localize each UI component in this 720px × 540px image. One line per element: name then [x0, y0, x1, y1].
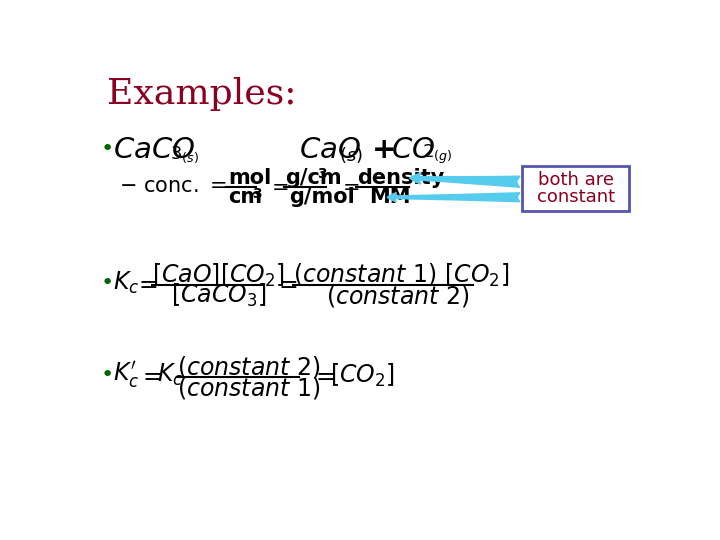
Text: $K_c$: $K_c$	[157, 362, 183, 388]
Text: g/cm: g/cm	[285, 168, 342, 188]
Text: $(constant\ 1)$: $(constant\ 1)$	[177, 375, 320, 401]
Text: density: density	[357, 168, 445, 188]
Text: both are: both are	[538, 171, 614, 190]
Text: Examples:: Examples:	[107, 77, 297, 111]
Text: $-$ conc. $=$: $-$ conc. $=$	[120, 177, 228, 197]
Text: g/mol: g/mol	[289, 187, 355, 207]
Text: $\mathbf{\mathit{(s)}}$: $\mathbf{\mathit{(s)}}$	[339, 145, 363, 165]
Text: $[CO_2]$: $[CO_2]$	[330, 361, 395, 389]
Text: $=$: $=$	[311, 363, 335, 387]
Text: mol: mol	[228, 168, 271, 188]
Text: $\mathbf{\mathit{CO}}$: $\mathbf{\mathit{CO}}$	[391, 136, 435, 164]
Text: $\mathbf{\mathit{CaCO}}$: $\mathbf{\mathit{CaCO}}$	[113, 136, 196, 164]
Text: •: •	[101, 139, 114, 159]
Text: $(constant\ 1)\ [CO_2]$: $(constant\ 1)\ [CO_2]$	[293, 261, 509, 288]
Text: constant: constant	[537, 188, 615, 206]
Text: cm: cm	[228, 187, 262, 207]
Text: •: •	[101, 365, 114, 385]
Text: •: •	[101, 273, 114, 293]
Text: $[CaCO_3]$: $[CaCO_3]$	[171, 282, 267, 309]
Text: $\mathbf{\mathit{3_{(s)}}}$: $\mathbf{\mathit{3_{(s)}}}$	[170, 145, 199, 165]
Text: $\mathbf{+}$: $\mathbf{+}$	[371, 136, 394, 164]
Text: $[CaO][CO_2]$: $[CaO][CO_2]$	[152, 261, 284, 288]
Text: MM: MM	[369, 187, 410, 207]
Text: $K_c$: $K_c$	[113, 269, 140, 296]
Text: 3: 3	[252, 187, 261, 201]
Text: $\mathbf{\mathit{2_{(g)}}}$: $\mathbf{\mathit{2_{(g)}}}$	[422, 143, 452, 166]
Text: $(constant\ 2)$: $(constant\ 2)$	[177, 354, 320, 380]
Text: $=$: $=$	[338, 177, 359, 197]
Text: $(constant\ 2)$: $(constant\ 2)$	[325, 283, 469, 309]
Text: $=$: $=$	[274, 271, 298, 295]
Text: $=$: $=$	[138, 363, 162, 387]
Text: $\mathbf{\mathit{CaO}}$: $\mathbf{\mathit{CaO}}$	[300, 136, 361, 164]
Text: $=$: $=$	[266, 177, 288, 197]
Bar	[523, 166, 629, 211]
Text: $=$: $=$	[134, 271, 158, 295]
Text: $K_c'$: $K_c'$	[113, 360, 140, 390]
Text: 3: 3	[317, 167, 327, 181]
